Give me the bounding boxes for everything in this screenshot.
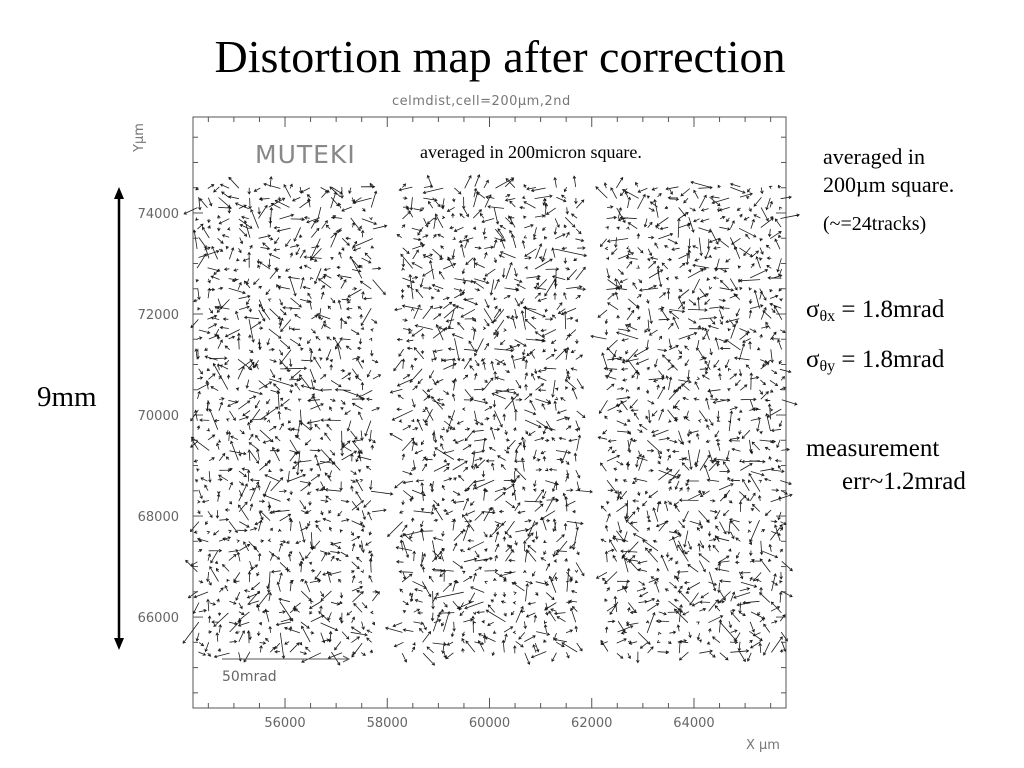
range-arrow-top (114, 187, 124, 199)
averaged-note: averaged in 200µm square. (823, 143, 954, 199)
x-tick-label: 62000 (571, 716, 612, 731)
y-tick-label: 68000 (138, 510, 179, 525)
tracks-note: (~=24tracks) (823, 213, 927, 235)
measurement-line-2: err~1.2mrad (842, 468, 966, 495)
arrow-field (182, 174, 800, 666)
x-tick-label: 58000 (367, 716, 408, 731)
logo-muteki: MUTEKI (255, 140, 356, 169)
sigma-value: = 1.8mrad (835, 346, 945, 373)
page-title: Distortion map after correction (214, 31, 786, 82)
scale-arrow-head (342, 655, 351, 663)
range-label: 9mm (37, 381, 97, 413)
sigma-sub: θx (819, 308, 836, 325)
ticks-group (193, 117, 786, 708)
sigma-symbol: σ (806, 346, 820, 373)
x-axis-label: X µm (746, 738, 780, 753)
y-tick-label: 66000 (138, 611, 179, 626)
scale-arrow-label: 50mrad (222, 669, 277, 685)
measurement-line-1: measurement (806, 435, 940, 462)
measurement-error-note: measurement err~1.2mrad (806, 432, 966, 498)
y-tick-label: 70000 (138, 409, 179, 424)
averaged-line-2: 200µm square. (823, 172, 955, 197)
averaged-line-1: averaged in (823, 144, 925, 169)
sigma-theta-x: σθx = 1.8mrad (806, 296, 944, 326)
sigma-theta-y: σθy = 1.8mrad (806, 346, 944, 376)
sigma-symbol: σ (806, 296, 820, 323)
x-tick-label: 64000 (673, 716, 714, 731)
sigma-sub: θy (819, 358, 836, 375)
y-axis-label: Yµm (132, 123, 147, 153)
chart-title: celmdist,cell=200µm,2nd (392, 94, 571, 109)
distortion-vectors (182, 174, 800, 666)
x-tick-label: 60000 (469, 716, 510, 731)
y-tick-label: 74000 (138, 207, 179, 222)
inner-note: averaged in 200micron square. (420, 142, 642, 162)
y-tick-label: 72000 (138, 308, 179, 323)
sigma-value: = 1.8mrad (835, 296, 945, 323)
x-tick-label: 56000 (264, 716, 305, 731)
range-arrow-bottom (114, 638, 124, 650)
tick-labels-group: 56000 58000 60000 62000 64000 66000 68000 70000… (138, 207, 715, 731)
